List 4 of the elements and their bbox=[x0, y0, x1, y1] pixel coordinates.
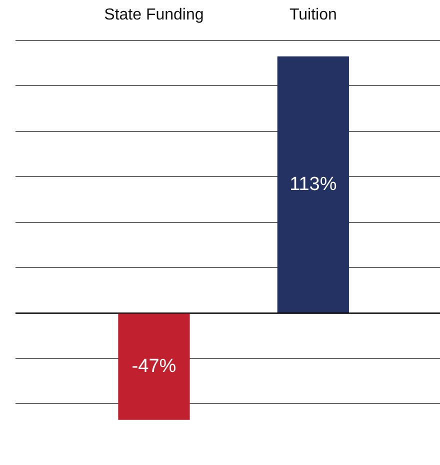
x-tick-label: Tuition bbox=[289, 6, 337, 24]
x-tick-label: State Funding bbox=[104, 6, 204, 24]
data-label: 113% bbox=[290, 174, 337, 196]
data-label: -47% bbox=[132, 356, 176, 377]
